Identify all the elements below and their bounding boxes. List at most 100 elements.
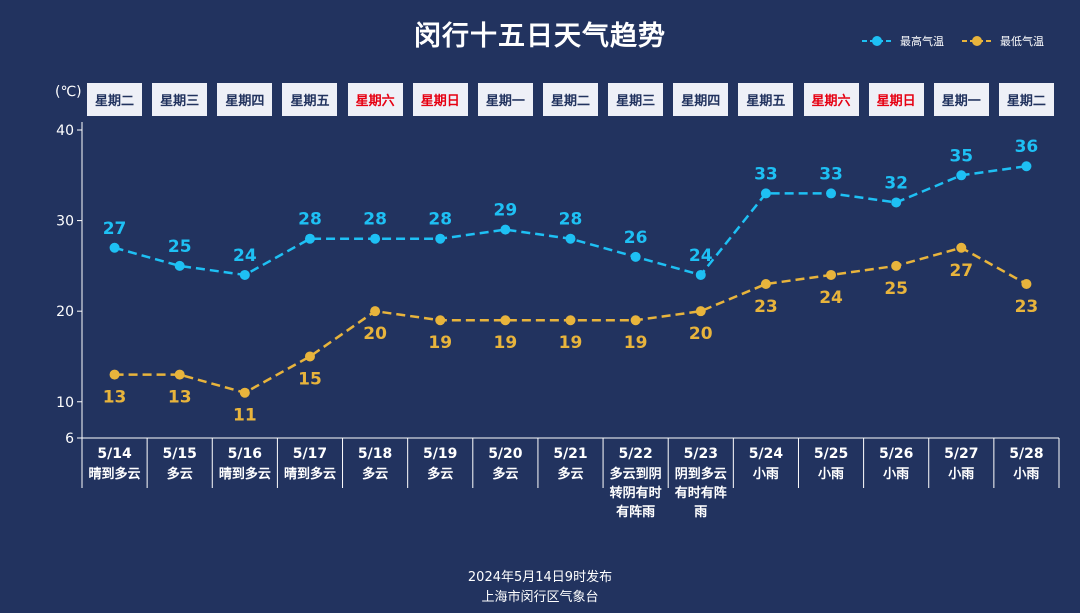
- date-label: 5/17: [293, 446, 327, 462]
- weekday-label: 星期四: [673, 83, 729, 116]
- weekday-label: 星期四: [217, 83, 273, 116]
- weather-label-line: 有时有阵: [675, 485, 727, 501]
- weekday-label: 星期日: [412, 83, 468, 116]
- low-temp-point: [695, 306, 706, 317]
- high-temp-label: 29: [494, 201, 518, 221]
- high-temp-point: [565, 233, 576, 244]
- weekday-label: 星期五: [738, 83, 794, 116]
- weather-label-line: 小雨: [948, 467, 974, 482]
- weather-label-line: 小雨: [753, 467, 779, 482]
- high-temp-label: 35: [949, 146, 973, 166]
- date-label: 5/21: [553, 446, 587, 462]
- weather-label-line: 小雨: [818, 467, 844, 482]
- high-temp-point: [1021, 161, 1032, 172]
- weather-label-line: 多云: [427, 466, 453, 482]
- weather-label-line: 多云: [167, 466, 193, 482]
- high-temp-point: [109, 242, 120, 253]
- low-temp-label: 13: [103, 388, 127, 408]
- weather-label: 多云: [557, 466, 583, 482]
- y-tick-label: 40: [56, 123, 74, 139]
- weather-label: 小雨: [753, 467, 779, 482]
- weather-label: 晴到多云: [284, 466, 336, 482]
- date-label: 5/18: [358, 446, 392, 462]
- low-temp-label: 11: [233, 406, 257, 426]
- high-temp-label: 32: [884, 173, 908, 193]
- weather-label: 多云: [362, 466, 388, 482]
- weather-label-line: 阴到多云: [675, 466, 727, 482]
- weather-label: 小雨: [948, 467, 974, 482]
- low-temp-point: [1021, 279, 1032, 289]
- weather-label-line: 雨: [694, 505, 707, 520]
- date-label: 5/26: [879, 446, 913, 462]
- weekday-label: 星期六: [803, 83, 859, 116]
- weather-label-line: 多云: [557, 466, 583, 482]
- low-temp-point: [109, 369, 120, 380]
- weather-label: 多云: [492, 466, 518, 482]
- weather-label-line: 小雨: [1013, 467, 1039, 482]
- low-temp-point: [370, 306, 381, 317]
- weekday-label: 星期三: [152, 83, 208, 116]
- weekday-label: 星期五: [282, 83, 338, 116]
- weather-label-line: 晴到多云: [89, 466, 141, 482]
- weekday-label: 星期一: [933, 83, 989, 116]
- low-temp-point: [760, 279, 771, 289]
- low-temp-point: [500, 315, 511, 326]
- high-temp-point: [304, 233, 315, 244]
- weather-label: 小雨: [1013, 467, 1039, 482]
- low-temp-label: 20: [363, 324, 387, 344]
- high-temp-point: [435, 233, 446, 244]
- date-label: 5/15: [163, 446, 197, 462]
- high-temp-point: [760, 188, 771, 199]
- low-temp-label: 15: [298, 369, 322, 389]
- high-temp-label: 33: [754, 164, 778, 184]
- high-temp-point: [370, 233, 381, 244]
- high-temp-label: 24: [689, 246, 713, 266]
- high-temp-label: 28: [298, 210, 322, 230]
- high-temp-point: [891, 197, 902, 208]
- weekday-label: 星期日: [868, 83, 924, 116]
- low-temp-point: [891, 260, 902, 271]
- y-tick-label: 30: [56, 214, 74, 230]
- low-temp-label: 27: [949, 261, 973, 281]
- weather-label: 多云到阴转阴有时有阵雨: [610, 466, 662, 520]
- weekday-label: 星期六: [347, 83, 403, 116]
- date-label: 5/20: [488, 446, 523, 462]
- low-temp-point: [630, 315, 641, 326]
- date-label: 5/16: [228, 446, 262, 462]
- high-temp-label: 28: [559, 210, 583, 230]
- weather-label: 多云: [167, 466, 193, 482]
- low-temp-point: [565, 315, 576, 326]
- y-tick-label: 6: [65, 431, 74, 447]
- high-temp-point: [500, 224, 511, 235]
- chart-title: 闵行十五日天气趋势: [414, 21, 666, 52]
- legend-high-label: 最高气温: [900, 35, 944, 48]
- low-temp-label: 19: [624, 333, 648, 353]
- weather-label-line: 转阴有时: [610, 485, 662, 501]
- low-temp-label: 23: [1015, 297, 1039, 317]
- high-temp-label: 36: [1015, 137, 1039, 157]
- weekday-label: 星期二: [543, 83, 598, 116]
- date-label: 5/24: [749, 446, 784, 462]
- weekday-label: 星期三: [608, 83, 664, 116]
- high-temp-point: [174, 260, 185, 271]
- legend-high-swatch: [862, 36, 892, 46]
- low-temp-label: 19: [428, 333, 452, 353]
- weather-label: 多云: [427, 466, 453, 482]
- date-label: 5/19: [423, 446, 457, 462]
- date-label: 5/23: [684, 446, 718, 462]
- footer-station: 上海市闵行区气象台: [481, 590, 599, 605]
- high-temp-point: [239, 269, 250, 280]
- high-temp-label: 33: [819, 164, 843, 184]
- high-temp-label: 25: [168, 237, 192, 257]
- high-temp-label: 28: [363, 210, 387, 230]
- weekday-label: 星期一: [477, 83, 533, 116]
- high-temp-label: 24: [233, 246, 257, 266]
- low-temp-point: [956, 242, 967, 253]
- date-label: 5/25: [814, 446, 848, 462]
- low-temp-point: [239, 387, 250, 398]
- date-label: 5/22: [618, 446, 652, 462]
- weather-label-line: 小雨: [883, 467, 909, 482]
- y-tick-label: 10: [56, 395, 74, 411]
- low-temp-label: 19: [494, 333, 518, 353]
